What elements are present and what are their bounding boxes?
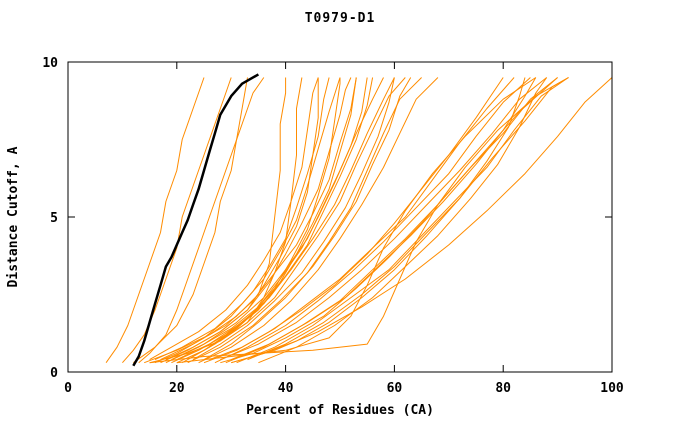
axis-ticks: [67, 61, 613, 373]
model-curve: [138, 77, 265, 364]
model-curve: [203, 77, 412, 361]
x-tick-label: 100: [600, 381, 624, 396]
model-curve: [165, 77, 368, 364]
x-tick-label: 40: [278, 381, 294, 396]
x-tick-label: 0: [64, 381, 72, 396]
model-curve: [187, 77, 422, 364]
model-curve: [198, 77, 439, 364]
model-curve: [176, 77, 395, 361]
model-curve: [187, 77, 406, 361]
model-curve: [181, 77, 374, 364]
chart-title: T0979-D1: [305, 11, 376, 26]
y-tick-label: 5: [50, 211, 58, 226]
model-curve: [160, 77, 357, 361]
model-curve: [176, 77, 357, 364]
reference-curve-group: [132, 73, 260, 367]
model-curve: [154, 77, 341, 361]
y-tick-label: 0: [50, 366, 58, 381]
model-curve: [258, 77, 548, 364]
model-curve: [231, 77, 613, 364]
x-tick-label: 60: [387, 381, 403, 396]
model-curve: [133, 77, 248, 364]
model-curve: [209, 77, 515, 361]
model-curve: [214, 77, 531, 364]
model-curve: [220, 77, 548, 361]
reference-curve: [132, 73, 260, 367]
model-curves-group: [105, 77, 613, 364]
x-tick-label: 80: [495, 381, 511, 396]
model-curve: [144, 77, 287, 364]
y-axis-label: Distance Cutoff, A: [6, 146, 21, 287]
model-curve: [176, 77, 537, 364]
model-curve: [105, 77, 205, 363]
x-axis-label: Percent of Residues (CA): [246, 403, 434, 418]
model-curve: [220, 77, 558, 364]
model-curve: [165, 77, 319, 361]
model-curve: [192, 77, 395, 361]
model-curve: [122, 77, 232, 364]
axis-tick-labels: 0 20 40 60 80 100 0 5 10: [42, 56, 624, 396]
model-curve: [171, 77, 384, 361]
x-tick-label: 20: [169, 381, 185, 396]
y-tick-label: 10: [42, 56, 58, 71]
model-curve: [171, 77, 341, 364]
model-curve: [149, 77, 319, 361]
